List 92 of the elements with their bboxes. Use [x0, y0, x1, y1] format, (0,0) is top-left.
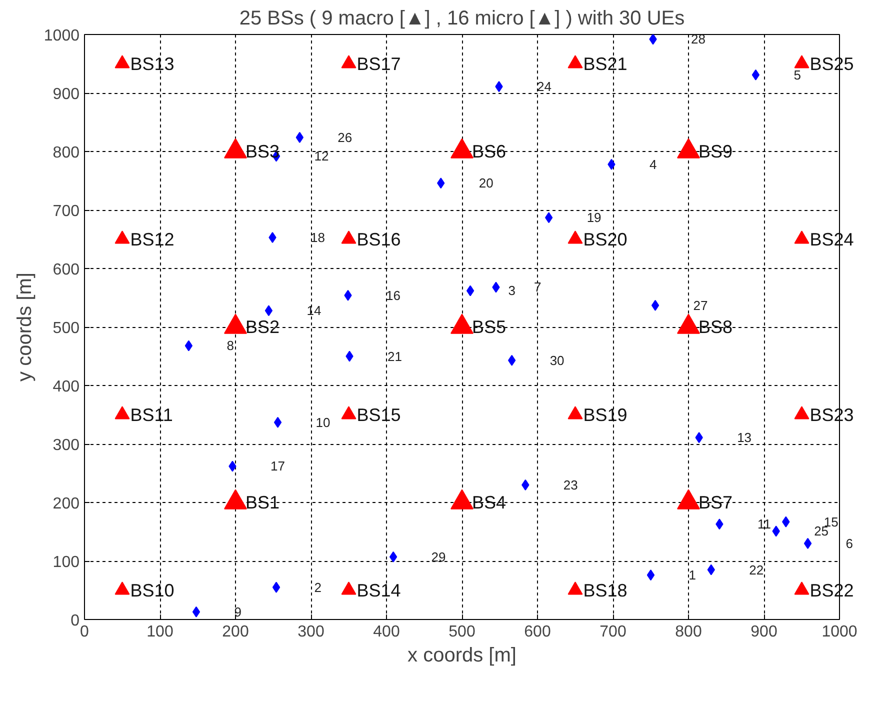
- data-label: BS2: [246, 317, 280, 337]
- point: [296, 132, 304, 143]
- y-tick-label: 500: [52, 320, 80, 337]
- y-tick-label: 200: [52, 496, 80, 512]
- x-tick-label: 500: [448, 624, 476, 640]
- annotation: 13: [737, 430, 752, 446]
- point: [272, 582, 280, 593]
- annotation: 14: [306, 303, 322, 318]
- data-label: BS8: [698, 317, 733, 337]
- data-label: BS19: [583, 404, 628, 425]
- point: [466, 285, 474, 296]
- point: [389, 551, 398, 562]
- point: [544, 212, 553, 224]
- annotation: 23: [563, 477, 578, 492]
- annotation: 27: [693, 298, 708, 313]
- y-tick-label: 300: [52, 437, 80, 454]
- annotation: 3: [508, 283, 516, 298]
- x-tick-label: 200: [222, 624, 249, 640]
- point: [752, 69, 760, 80]
- annotation: 1: [688, 568, 696, 583]
- x-tick-label: 100: [146, 624, 174, 640]
- annotation: 4: [649, 156, 657, 172]
- point: [114, 55, 130, 68]
- y-tick-label: 0: [70, 612, 80, 630]
- annotation: 5: [794, 67, 801, 82]
- annotation: 19: [586, 210, 602, 226]
- annotation: 30: [550, 352, 564, 368]
- annotation: 29: [431, 549, 446, 564]
- x-tick-label: 900: [750, 624, 778, 640]
- annotation: 21: [388, 348, 402, 364]
- data-label: BS17: [356, 54, 401, 74]
- x-axis-title: x coords [m]: [408, 644, 516, 666]
- x-tick-label: 800: [675, 624, 702, 640]
- y-tick-label: 600: [52, 262, 80, 278]
- data-label: BS11: [130, 404, 173, 425]
- data-label: BS6: [472, 142, 506, 162]
- point: [274, 416, 282, 428]
- annotation: 8: [226, 338, 234, 354]
- data-label: BS1: [246, 492, 280, 512]
- data-label: BS18: [583, 580, 628, 600]
- point: [649, 34, 657, 45]
- x-tick-label: 300: [298, 624, 324, 640]
- annotation: 9: [234, 604, 242, 620]
- y-tick-label: 400: [52, 378, 80, 396]
- point: [508, 354, 516, 366]
- x-tick-label: 700: [600, 624, 626, 640]
- point: [646, 570, 655, 581]
- annotation: 28: [691, 32, 706, 47]
- y-tick-label: 800: [52, 144, 80, 162]
- y-tick-label: 900: [52, 86, 80, 103]
- point: [264, 305, 273, 316]
- x-tick-label: 400: [373, 624, 400, 640]
- data-label: BS5: [472, 317, 506, 337]
- data-label: BS16: [356, 229, 401, 250]
- y-tick-label: 1000: [44, 28, 80, 44]
- point: [341, 55, 356, 68]
- point: [192, 606, 200, 618]
- annotation: 15: [824, 514, 838, 530]
- point: [651, 300, 660, 311]
- annotation: 20: [478, 176, 494, 191]
- annotation: 6: [846, 536, 854, 551]
- x-tick-label: 600: [524, 624, 551, 640]
- point: [568, 55, 583, 68]
- point: [184, 340, 193, 352]
- x-tick-label: 1000: [822, 624, 858, 640]
- data-label: BS9: [698, 142, 733, 162]
- annotation: 17: [270, 458, 285, 474]
- annotation: 10: [316, 414, 330, 430]
- data-label: BS21: [583, 54, 628, 74]
- data-label: BS7: [698, 492, 733, 512]
- data-label: BS13: [130, 54, 174, 74]
- point: [794, 55, 810, 68]
- y-tick-label: 100: [52, 554, 80, 571]
- annotation: 16: [386, 288, 400, 303]
- annotation: 12: [314, 148, 329, 164]
- data-label: BS4: [472, 492, 506, 512]
- annotation: 7: [534, 280, 542, 295]
- data-label: BS20: [583, 229, 628, 250]
- annotation: 24: [536, 79, 552, 94]
- data-label: BS15: [356, 404, 401, 425]
- y-axis-title: y coords [m]: [14, 272, 36, 382]
- data-label: BS12: [130, 229, 174, 250]
- annotation: 2: [314, 580, 322, 595]
- annotation: 22: [749, 562, 764, 578]
- data-label: BS10: [130, 580, 174, 600]
- point: [804, 538, 812, 549]
- annotation: 26: [338, 130, 352, 145]
- annotation: 18: [310, 230, 325, 245]
- y-tick-label: 700: [52, 203, 80, 220]
- annotation: 11: [757, 516, 771, 532]
- data-label: BS14: [356, 580, 401, 600]
- chart-title: 25 BSs ( 9 macro [▲] , 16 micro [▲] ) with 30 UEs: [239, 8, 685, 30]
